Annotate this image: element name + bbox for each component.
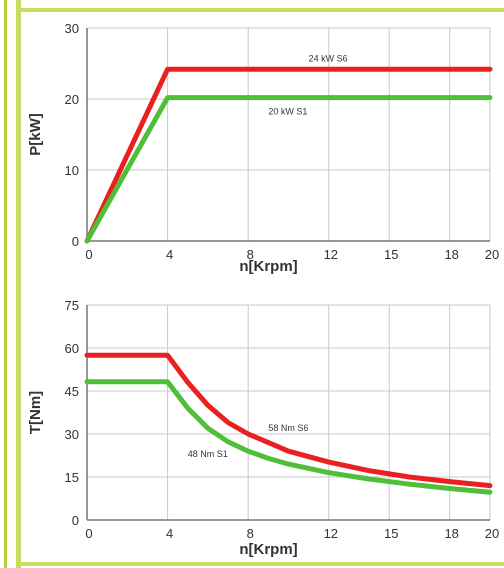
torque-x-tick-label: 18 (444, 526, 458, 541)
frame-top-border (16, 8, 504, 12)
torque-x-tick-label: 0 (85, 526, 92, 541)
power-y-tick-label: 20 (65, 92, 79, 107)
frame-left-border (16, 0, 21, 568)
torque-series-annotation: 58 Nm S6 (268, 423, 308, 433)
torque-y-tick-label: 0 (72, 513, 79, 528)
power-series-annotation: 24 kW S6 (309, 53, 348, 63)
torque-series-annotation: 48 Nm S1 (188, 449, 228, 459)
power-x-tick-label: 20 (485, 247, 499, 262)
frame-bottom-border (16, 562, 504, 566)
torque-y-tick-label: 60 (65, 341, 79, 356)
torque-x-axis-label: n[Krpm] (239, 541, 297, 558)
power-y-tick-label: 30 (65, 21, 79, 36)
power-x-tick-label: 4 (166, 247, 173, 262)
torque-series-line-1 (84, 379, 493, 495)
frame-left-stripe (4, 0, 7, 568)
power-series-line-0 (84, 66, 493, 244)
power-x-tick-label: 18 (444, 247, 458, 262)
torque-x-tick-label: 20 (485, 526, 499, 541)
power-x-axis-label: n[Krpm] (239, 258, 297, 275)
power-series-line-1 (84, 95, 493, 244)
torque-x-tick-label: 8 (247, 526, 254, 541)
power-y-tick-label: 0 (72, 234, 79, 249)
torque-y-tick-label: 75 (65, 298, 79, 313)
torque-y-axis-label: T[Nm] (27, 391, 44, 434)
power-y-tick-label: 10 (65, 163, 79, 178)
power-x-tick-label: 0 (85, 247, 92, 262)
torque-y-tick-label: 15 (65, 470, 79, 485)
torque-series-line-0 (84, 352, 493, 489)
power-x-tick-label: 12 (324, 247, 338, 262)
power-x-tick-label: 15 (384, 247, 398, 262)
power-series-annotation: 20 kW S1 (268, 107, 307, 117)
torque-y-tick-label: 30 (65, 427, 79, 442)
torque-x-tick-label: 4 (166, 526, 173, 541)
power-x-tick-label: 8 (247, 247, 254, 262)
torque-x-tick-label: 15 (384, 526, 398, 541)
torque-chart: 0 4 8 12 15 18 20 0 15 30 45 60 75 n[Krpm] T[Nm] 58 Nm … (27, 298, 499, 558)
torque-x-tick-label: 12 (324, 526, 338, 541)
power-chart: 0 4 8 12 15 18 20 0 10 20 30 n[Krpm] P[kW] 24 kW S6 20… (27, 21, 499, 275)
power-y-axis-label: P[kW] (27, 113, 44, 156)
torque-y-tick-label: 45 (65, 384, 79, 399)
